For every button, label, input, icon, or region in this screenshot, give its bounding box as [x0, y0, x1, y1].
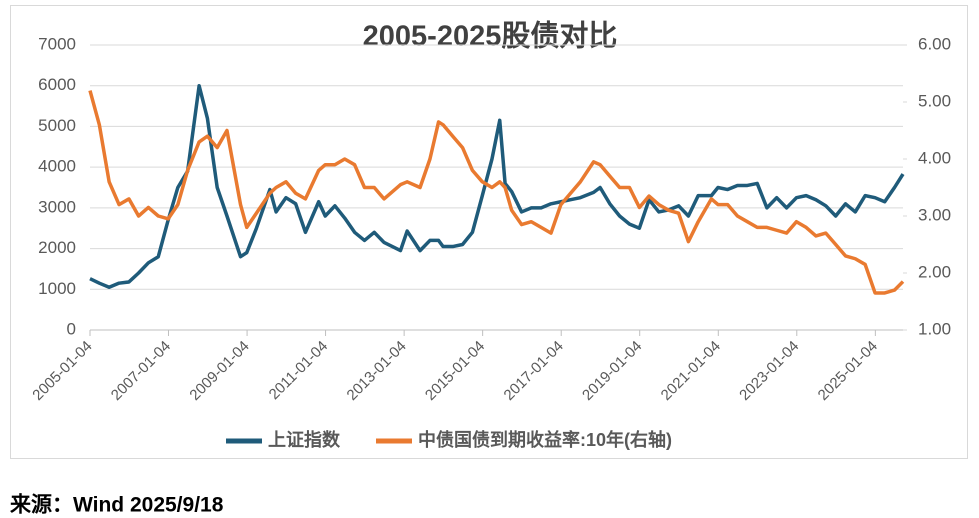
- y-tick-label: 4000: [38, 157, 76, 176]
- y2-tick-label: 6.00: [918, 34, 951, 53]
- y2-tick-label: 5.00: [918, 91, 951, 110]
- y-tick-label: 2000: [38, 238, 76, 257]
- y2-tick-label: 4.00: [918, 148, 951, 167]
- legend-label: 中债国债到期收益率:10年(右轴): [418, 429, 672, 450]
- y2-tick-label: 2.00: [918, 262, 951, 281]
- y-tick-label: 7000: [38, 34, 76, 53]
- chart-frame: [10, 5, 968, 459]
- source-note: 来源：Wind 2025/9/18: [10, 493, 224, 517]
- legend-label: 上证指数: [268, 429, 341, 450]
- y-tick-label: 0: [67, 319, 76, 338]
- y2-tick-label: 3.00: [918, 205, 951, 224]
- legend: 上证指数 中债国债到期收益率:10年(右轴): [226, 429, 672, 450]
- y-tick-label: 6000: [38, 75, 76, 94]
- y2-tick-label: 1.00: [918, 319, 951, 338]
- y-tick-label: 1000: [38, 279, 76, 298]
- series-line: [88, 90, 905, 295]
- y-tick-label: 5000: [38, 116, 76, 135]
- y-tick-label: 3000: [38, 197, 76, 216]
- chart-title: 2005-2025股债对比: [363, 20, 618, 53]
- series-line: [89, 83, 905, 289]
